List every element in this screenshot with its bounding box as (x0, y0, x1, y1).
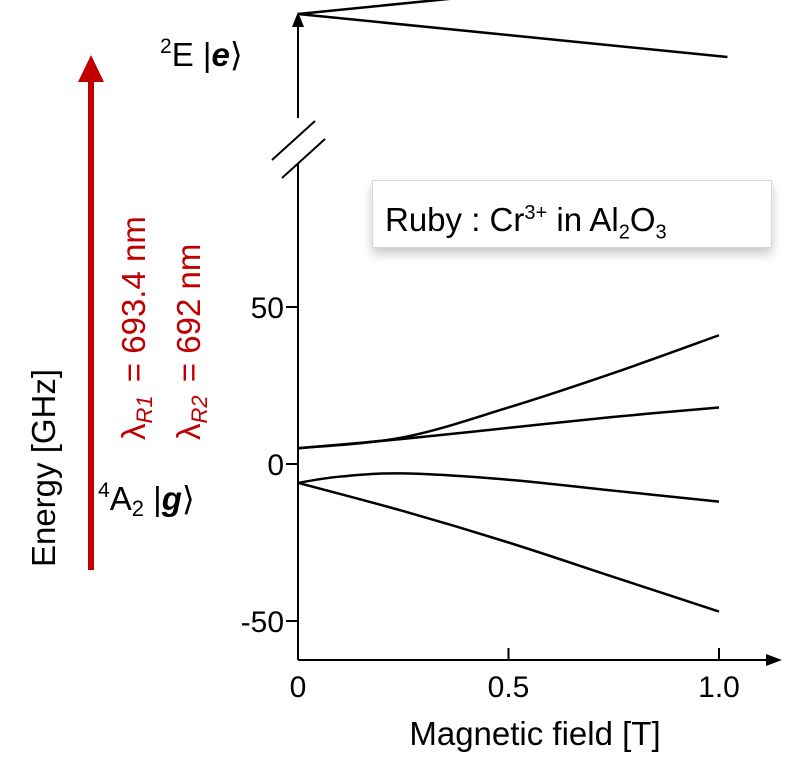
y-tick-label: -50 (241, 606, 284, 639)
transition-label-r1: λR1 = 693.4 nm (115, 216, 157, 440)
axis-break-mark (271, 120, 316, 161)
curves (297, 0, 728, 613)
ground-state-level-line (297, 334, 720, 450)
x-axis-arrowhead (766, 654, 782, 666)
x-tick-label: 0 (290, 671, 307, 704)
y-tick-label: 0 (267, 449, 284, 482)
ground-state-level-line (297, 406, 720, 450)
ticks: 500-500 0.5 1.0 (241, 292, 740, 704)
ruby-annotation-box: Ruby : Cr3+ in Al2O3 (372, 180, 772, 248)
y-tick-label: 50 (251, 292, 284, 325)
excited-state-level-line (297, 0, 451, 16)
x-tick-label: 1.0 (698, 671, 740, 704)
x-tick-label: 0.5 (488, 671, 530, 704)
x-axis-label: Magnetic field [T] (409, 715, 660, 752)
ground-state-level-line (297, 472, 720, 503)
ground-state-label: 4A2 |g⟩ (98, 479, 195, 521)
y-axis-arrowhead (292, 12, 304, 27)
excited-state-label: 2E |e⟩ (160, 35, 243, 73)
axes (271, 12, 782, 666)
transition-arrowhead (78, 55, 104, 82)
y-axis-label: Energy [GHz] (25, 369, 62, 567)
excited-state-level-line (297, 12, 728, 59)
axis-break-mark (281, 138, 326, 179)
transition-label-r2: λR2 = 692 nm (170, 244, 212, 440)
ground-state-level-line (297, 481, 720, 613)
